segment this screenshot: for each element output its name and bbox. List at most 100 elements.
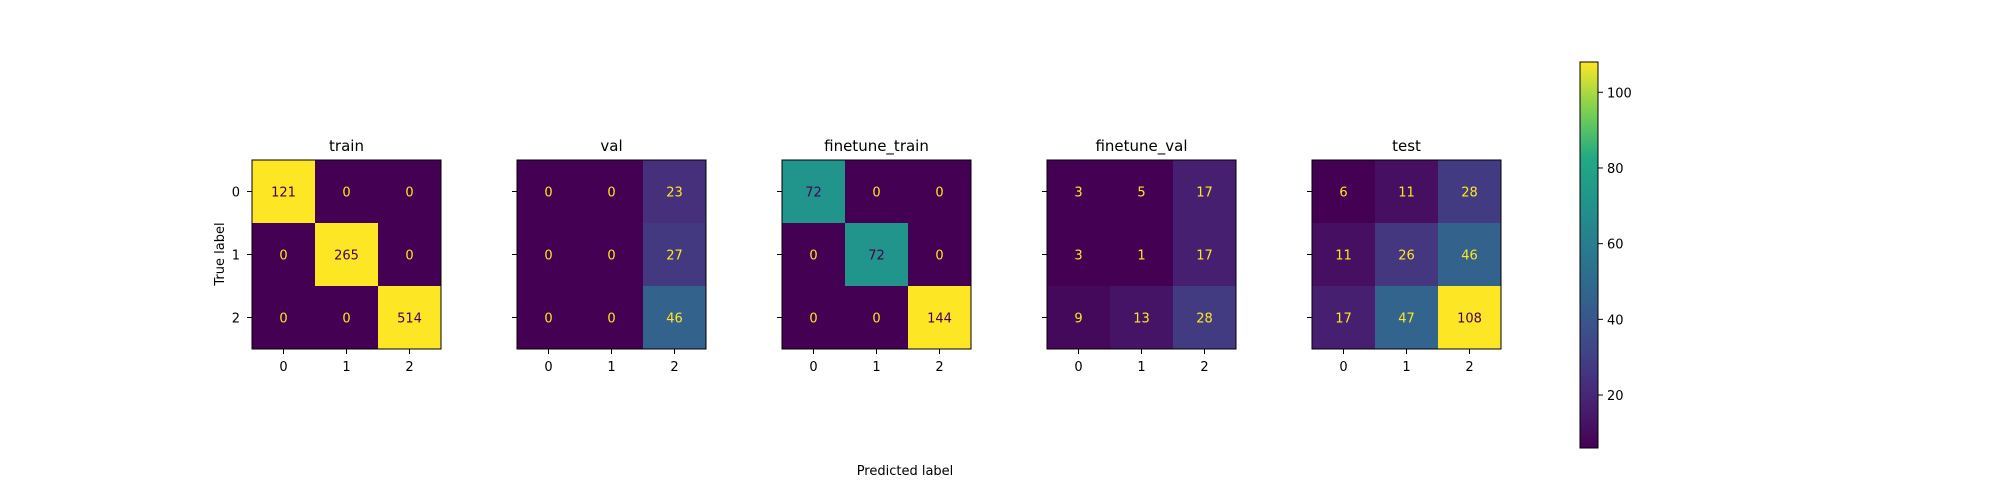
colorbar-tick-label: 60: [1607, 238, 1624, 253]
matrix-cell: [1312, 286, 1376, 350]
cell-value-label: 28: [1461, 186, 1478, 201]
x-tick-label: 0: [544, 360, 552, 375]
cell-value-label: 6: [1339, 186, 1347, 201]
matrix-cell: [782, 160, 846, 224]
cell-value-label: 17: [1196, 249, 1213, 264]
cell-value-label: 108: [1457, 312, 1482, 327]
cell-value-label: 13: [1133, 312, 1150, 327]
y-tick-label: 0: [232, 186, 240, 201]
cell-value-label: 5: [1137, 186, 1145, 201]
matrix-cell: [1438, 223, 1502, 287]
matrix-cell: [643, 160, 707, 224]
matrix-cell: [782, 223, 846, 287]
cell-value-label: 46: [666, 312, 683, 327]
cell-value-label: 17: [1196, 186, 1213, 201]
matrix-cell: [1375, 160, 1439, 224]
y-tick-label: 1: [232, 249, 240, 264]
cell-value-label: 0: [279, 249, 287, 264]
cell-value-label: 11: [1398, 186, 1415, 201]
panel-finetune_val: finetune_val 3 5 17 3 1 17 9 13 28 0 1 2: [1042, 137, 1237, 375]
matrix-cell: [517, 223, 581, 287]
cell-value-label: 0: [872, 312, 880, 327]
x-tick-label: 2: [405, 360, 413, 375]
matrix-cell: [1438, 286, 1502, 350]
cell-value-label: 514: [397, 312, 422, 327]
cell-value-label: 0: [405, 186, 413, 201]
y-axis-label: True label: [213, 222, 228, 286]
matrix-cell: [845, 223, 909, 287]
x-tick-label: 0: [279, 360, 287, 375]
matrix-cell: [1173, 286, 1237, 350]
x-tick-label: 2: [1465, 360, 1473, 375]
matrix-cell: [580, 223, 644, 287]
matrix-cell: [1047, 286, 1111, 350]
colorbar-gradient: [1579, 61, 1599, 449]
cell-value-label: 47: [1398, 312, 1415, 327]
x-tick-label: 0: [1339, 360, 1347, 375]
panel-title: finetune_val: [1095, 137, 1187, 156]
cell-value-label: 46: [1461, 249, 1478, 264]
matrix-cell: [252, 223, 316, 287]
matrix-cell: [1110, 160, 1174, 224]
matrix-cell: [908, 286, 972, 350]
matrix-cell: [315, 286, 379, 350]
matrix-cell: [315, 160, 379, 224]
cell-value-label: 265: [334, 249, 359, 264]
matrix-cell: [378, 160, 442, 224]
matrix-cell: [643, 286, 707, 350]
matrix-cell: [1312, 223, 1376, 287]
matrix-cell: [517, 286, 581, 350]
panel-title: test: [1392, 137, 1421, 155]
matrix-cell: [845, 286, 909, 350]
cell-value-label: 0: [607, 249, 615, 264]
colorbar-tick-label: 80: [1607, 162, 1624, 177]
colorbar-tick-label: 100: [1607, 86, 1632, 101]
x-tick-label: 2: [1200, 360, 1208, 375]
matrix-cell: [1375, 223, 1439, 287]
matrix-cell: [1173, 160, 1237, 224]
matrix-cell: [252, 160, 316, 224]
cell-value-label: 17: [1335, 312, 1352, 327]
cell-value-label: 0: [544, 312, 552, 327]
matrix-cell: [1110, 286, 1174, 350]
matrix-cell: [908, 160, 972, 224]
matrix-cell: [782, 286, 846, 350]
cell-value-label: 9: [1074, 312, 1082, 327]
cell-value-label: 0: [342, 312, 350, 327]
matrix-cell: [252, 286, 316, 350]
x-tick-label: 1: [872, 360, 880, 375]
matrix-cell: [315, 223, 379, 287]
matrix-cell: [1110, 223, 1174, 287]
panel-title: val: [600, 137, 622, 155]
panel-title: finetune_train: [824, 137, 929, 156]
panel-finetune_train: finetune_train 72 0 0 0 72 0 0 0 144 0 1 2: [777, 137, 972, 375]
matrix-cell: [1047, 160, 1111, 224]
matrix-cell: [1047, 223, 1111, 287]
cell-value-label: 0: [544, 186, 552, 201]
matrix-cell: [517, 160, 581, 224]
cell-value-label: 1: [1137, 249, 1145, 264]
x-tick-label: 2: [670, 360, 678, 375]
matrix-cell: [580, 160, 644, 224]
matrix-cell: [643, 223, 707, 287]
cell-value-label: 0: [405, 249, 413, 264]
x-tick-label: 1: [1137, 360, 1145, 375]
cell-value-label: 3: [1074, 249, 1082, 264]
matrix-cell: [1173, 223, 1237, 287]
cell-value-label: 121: [271, 186, 296, 201]
cell-value-label: 23: [666, 186, 683, 201]
matrix-cell: [1375, 286, 1439, 350]
cell-value-label: 27: [666, 249, 683, 264]
x-tick-label: 1: [1402, 360, 1410, 375]
colorbar-tick-label: 40: [1607, 313, 1624, 328]
cell-value-label: 11: [1335, 249, 1352, 264]
matrix-cell: [1312, 160, 1376, 224]
cell-value-label: 0: [809, 249, 817, 264]
matrix-cell: [1438, 160, 1502, 224]
x-tick-label: 1: [607, 360, 615, 375]
cell-value-label: 0: [809, 312, 817, 327]
panel-val: val 0 0 23 0 0 27 0 0 46 0 1 2: [512, 137, 707, 375]
cell-value-label: 0: [935, 186, 943, 201]
cell-value-label: 0: [607, 186, 615, 201]
cell-value-label: 0: [342, 186, 350, 201]
